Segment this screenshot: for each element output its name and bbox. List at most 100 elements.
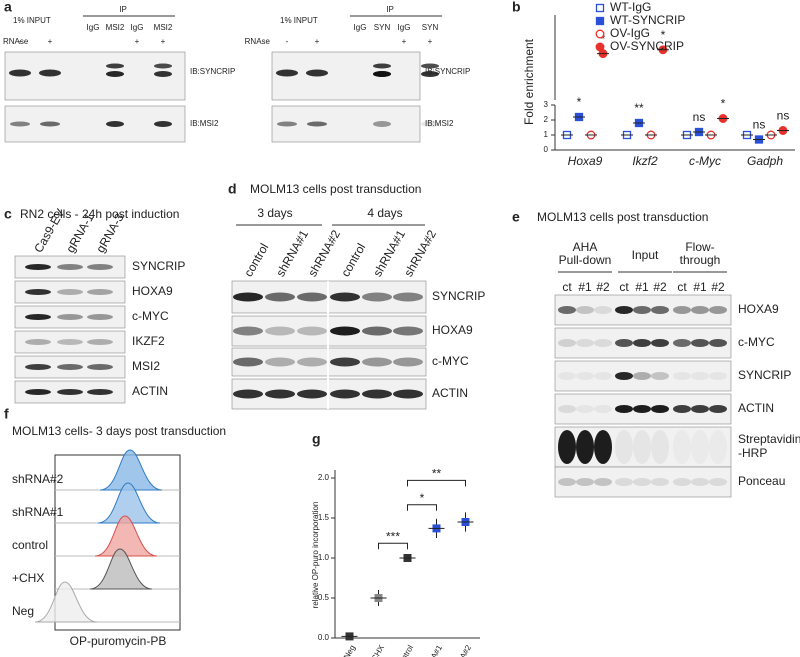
band	[362, 389, 392, 399]
histogram	[34, 581, 98, 623]
rnase-sign: +	[428, 37, 433, 46]
band	[558, 478, 576, 486]
significance: *	[420, 491, 425, 505]
y-tick-label: 1.0	[318, 553, 330, 562]
x-tick-label: +CHX	[367, 643, 386, 657]
legend-marker	[595, 29, 605, 39]
band	[87, 314, 113, 320]
comparison-bracket	[407, 504, 437, 511]
band	[709, 478, 727, 486]
band	[393, 389, 423, 399]
legend-marker	[595, 16, 605, 26]
row-label: Neg	[12, 604, 34, 618]
band	[673, 478, 691, 486]
band	[87, 389, 113, 395]
panel-label: g	[312, 431, 321, 447]
panel-title: MOLM13 cells post transduction	[537, 210, 708, 224]
row-label: control	[12, 538, 48, 552]
band	[709, 405, 727, 413]
panel-label: f	[4, 406, 9, 422]
lane-label: IgG	[398, 23, 411, 32]
band	[277, 121, 297, 127]
comparison-bracket	[378, 542, 408, 550]
group-label: AHA	[573, 240, 598, 254]
ip-label: IP	[386, 5, 394, 14]
lane-label: #1	[693, 280, 707, 294]
band	[233, 389, 263, 399]
row-label: shRNA#2	[12, 472, 64, 486]
rnase-label: RNAse	[3, 37, 29, 46]
histogram	[97, 482, 161, 524]
band	[673, 306, 691, 314]
rnase-sign: +	[161, 37, 166, 46]
band	[57, 314, 83, 320]
band	[297, 292, 327, 302]
band	[393, 357, 423, 367]
lane-label: SYN	[374, 23, 391, 32]
band	[651, 339, 669, 347]
band	[25, 389, 51, 395]
legend-label: WT-SYNCRIP	[610, 13, 685, 27]
band	[25, 314, 51, 320]
group-label: Flow-	[685, 240, 714, 254]
input-label: 1% INPUT	[280, 16, 318, 25]
lane-label: #2	[653, 280, 667, 294]
band	[633, 306, 651, 314]
band	[307, 121, 327, 127]
band	[39, 69, 61, 77]
group-label: Input	[632, 248, 659, 262]
histogram	[94, 515, 158, 557]
band	[615, 372, 633, 380]
lane-label: shRNA#2	[305, 227, 343, 279]
band	[615, 478, 633, 486]
blot-label: c-MYC	[132, 309, 169, 323]
band	[558, 372, 576, 380]
y-axis-label: relative OP-puro incorporation	[311, 502, 320, 609]
band	[576, 372, 594, 380]
y-tick-label: 0.0	[318, 633, 330, 642]
band	[594, 430, 612, 464]
band	[233, 357, 263, 367]
x-tick-label: c-Myc	[689, 154, 721, 168]
band	[297, 357, 327, 367]
band	[673, 339, 691, 347]
panel-label: a	[4, 0, 12, 15]
band	[633, 372, 651, 380]
band	[594, 405, 612, 413]
band	[615, 430, 633, 464]
histogram	[99, 449, 163, 491]
x-tick-label: control	[395, 643, 415, 657]
band	[330, 326, 360, 336]
y-tick-label: 0	[544, 145, 549, 154]
blot-label: HOXA9	[738, 302, 779, 316]
band	[615, 339, 633, 347]
band	[233, 326, 263, 336]
rnase-sign: +	[402, 37, 407, 46]
band	[576, 339, 594, 347]
band	[25, 339, 51, 345]
significance: *	[601, 32, 606, 46]
band	[673, 430, 691, 464]
legend-label: WT-IgG	[610, 0, 651, 14]
significance: ns	[753, 118, 766, 132]
band	[421, 71, 439, 77]
band	[594, 339, 612, 347]
blot-label: MSI2	[132, 359, 160, 373]
band	[306, 69, 328, 77]
panel-label: b	[512, 0, 521, 15]
band	[633, 478, 651, 486]
band	[87, 339, 113, 345]
blot-label: c-MYC	[432, 354, 469, 368]
band	[633, 339, 651, 347]
band	[651, 306, 669, 314]
band	[297, 326, 327, 336]
significance: **	[432, 467, 442, 481]
band	[633, 405, 651, 413]
band	[615, 405, 633, 413]
blot-label: ACTIN	[738, 401, 774, 415]
band	[57, 264, 83, 270]
blot	[14, 330, 126, 354]
band	[40, 121, 60, 127]
rnase-label: RNAse	[245, 37, 271, 46]
band	[57, 289, 83, 295]
